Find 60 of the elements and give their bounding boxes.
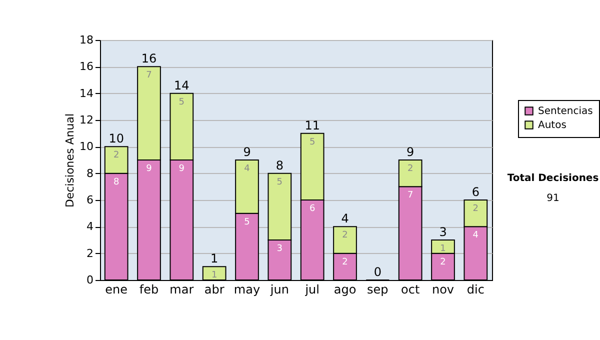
data-label: 9 <box>178 164 185 174</box>
data-label: 2 <box>407 164 414 174</box>
total-label: 0 <box>374 265 382 279</box>
total-label: 10 <box>108 132 124 146</box>
y-tick-label: 6 <box>86 194 94 206</box>
x-tick-label: may <box>234 282 260 296</box>
data-label: 9 <box>146 164 152 174</box>
total-label: 14 <box>174 78 190 92</box>
data-label: 6 <box>309 204 316 214</box>
legend-label: Autos <box>538 120 566 131</box>
total-label: 4 <box>341 212 349 226</box>
x-tick-label: sep <box>367 282 388 296</box>
text: 91 <box>546 193 560 204</box>
data-label: 1 <box>440 244 446 254</box>
total-label: 3 <box>439 225 447 239</box>
total-label: 9 <box>243 145 251 159</box>
data-label: 4 <box>244 164 250 174</box>
y-tick-label: 0 <box>86 274 94 286</box>
data-label: 1 <box>211 270 218 281</box>
data-label: 5 <box>309 137 316 148</box>
data-label: 3 <box>276 244 283 254</box>
data-label: 2 <box>472 204 479 214</box>
x-tick-label: jul <box>304 282 320 296</box>
data-label: 2 <box>342 257 348 268</box>
data-label: 5 <box>178 97 185 108</box>
data-label: 2 <box>440 257 446 268</box>
x-tick-label: nov <box>432 282 454 296</box>
legend-label: Sentencias <box>538 106 593 117</box>
total-label: 9 <box>406 145 414 159</box>
x-tick-label: oct <box>401 282 420 296</box>
y-tick-label: 4 <box>86 220 94 234</box>
data-label: 8 <box>113 177 120 188</box>
y-tick-label: 12 <box>80 114 94 126</box>
total-label: 11 <box>304 118 320 132</box>
data-label: 2 <box>342 230 348 241</box>
data-label: 5 <box>276 177 283 188</box>
y-axis-title: Decisiones Anual <box>64 113 77 208</box>
x-tick-label: jun <box>269 282 289 296</box>
x-tick-label: mar <box>170 282 194 296</box>
data-label: 4 <box>472 230 479 241</box>
text: Total Decisiones <box>507 173 599 184</box>
total-label: 1 <box>210 252 218 266</box>
total-label: 16 <box>141 52 157 66</box>
data-label: 5 <box>244 217 250 228</box>
x-tick-label: ago <box>334 282 356 296</box>
y-tick-label: 2 <box>86 246 94 260</box>
y-tick-label: 10 <box>80 140 94 154</box>
y-tick-label: 14 <box>80 86 94 100</box>
y-tick-label: 16 <box>80 60 94 74</box>
y-tick-label: 18 <box>80 34 94 46</box>
data-label: 7 <box>407 190 414 201</box>
y-tick-label: 8 <box>86 166 94 180</box>
x-tick-label: dic <box>466 282 484 296</box>
x-tick-label: ene <box>105 282 128 296</box>
data-label: 7 <box>146 70 152 81</box>
x-tick-label: abr <box>204 282 224 296</box>
data-label: 2 <box>113 150 120 161</box>
x-tick-label: feb <box>139 282 159 296</box>
total-label: 6 <box>472 185 480 199</box>
total-label: 8 <box>276 158 284 172</box>
